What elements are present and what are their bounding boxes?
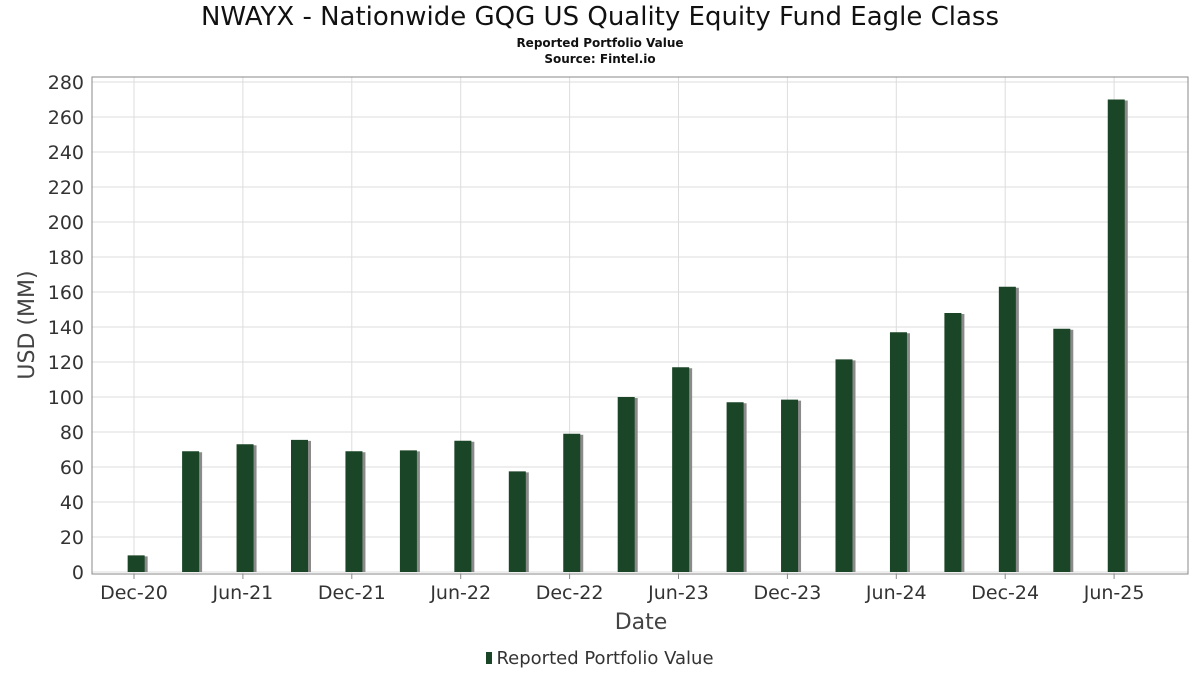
bars-series [127, 99, 1128, 572]
x-tick-label: Dec-20 [100, 582, 168, 604]
y-tick-label: 60 [60, 457, 84, 479]
bar [835, 359, 853, 572]
bar [944, 313, 962, 572]
bar [1107, 99, 1125, 572]
x-tick-label: Dec-22 [536, 582, 604, 604]
plot-frame [91, 76, 1189, 575]
y-axis-ticks: 0 20 40 60 80 100 120 140 160 180 200 220 240 260 280 [48, 72, 84, 584]
x-tick-label: Jun-25 [1083, 582, 1145, 604]
x-tick-label: Dec-24 [971, 582, 1039, 604]
y-tick-label: 140 [48, 317, 84, 339]
y-tick-label: 120 [48, 352, 84, 374]
bar [889, 332, 907, 572]
legend-swatch [486, 652, 493, 664]
y-tick-label: 80 [60, 422, 84, 444]
chart-source: Source: Fintel.io [544, 52, 656, 66]
bar [617, 397, 635, 572]
y-tick-label: 160 [48, 282, 84, 304]
bar [236, 444, 254, 572]
bar [563, 433, 581, 572]
bar [508, 471, 526, 572]
x-axis-label: Date [615, 610, 668, 635]
y-tick-label: 240 [48, 142, 84, 164]
bar [182, 451, 200, 572]
x-tick-label: Dec-23 [753, 582, 821, 604]
bar [998, 286, 1016, 572]
x-axis-ticks: Dec-20 Jun-21 Dec-21 Jun-22 Dec-22 Jun-23 Dec-… [100, 574, 1144, 604]
bar [781, 399, 799, 572]
bar [399, 450, 417, 572]
x-tick-label: Jun-24 [865, 582, 927, 604]
x-tick-label: Dec-21 [318, 582, 386, 604]
chart-title: NWAYX - Nationwide GQG US Quality Equity… [200, 2, 1000, 32]
x-tick-label: Jun-22 [429, 582, 491, 604]
y-tick-label: 180 [48, 247, 84, 269]
bar-chart: 020406080100120140160180200220240260280 … [15, 72, 1189, 635]
bar [1053, 328, 1071, 572]
y-tick-label: 200 [48, 212, 84, 234]
y-axis-label: USD (MM) [15, 270, 40, 379]
y-tick-label: 260 [48, 107, 84, 129]
bar [291, 439, 308, 572]
y-tick-label: 0 [72, 562, 84, 584]
x-tick-label: Jun-23 [647, 582, 709, 604]
legend-label: Reported Portfolio Value [496, 648, 714, 669]
y-tick-label: 220 [48, 177, 84, 199]
y-tick-label: 100 [48, 387, 84, 409]
bar [127, 555, 145, 572]
y-tick-label: 20 [60, 527, 84, 549]
x-tick-label: Jun-21 [212, 582, 274, 604]
chart-subtitle: Reported Portfolio Value [516, 36, 684, 50]
bar [454, 440, 472, 572]
bar [672, 367, 690, 572]
bar [726, 402, 744, 572]
bar [345, 451, 363, 572]
y-tick-label: 280 [48, 72, 84, 94]
y-tick-label: 40 [60, 492, 84, 514]
legend: Reported Portfolio Value [0, 648, 1200, 669]
